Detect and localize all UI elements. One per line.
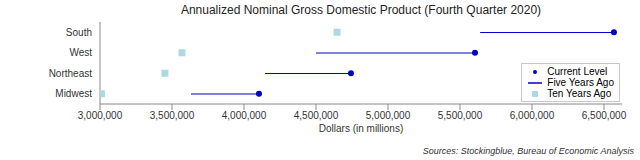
svg-text:South: South bbox=[66, 27, 92, 38]
html-text:Current Level: Current Level bbox=[547, 66, 608, 77]
svg-text:5,500,000: 5,500,000 bbox=[438, 110, 483, 121]
svg-text:Dollars (in millions): Dollars (in millions) bbox=[319, 123, 403, 134]
svg-text:6,500,000: 6,500,000 bbox=[582, 110, 627, 121]
svg-text:4,000,000: 4,000,000 bbox=[222, 110, 267, 121]
svg-text:3,000,000: 3,000,000 bbox=[78, 110, 123, 121]
svg-text:Northeast: Northeast bbox=[49, 68, 93, 79]
html-text:Five Years Ago: Five Years Ago bbox=[547, 77, 614, 88]
html-text:Ten Years Ago: Ten Years Ago bbox=[547, 88, 612, 99]
svg-text:4,500,000: 4,500,000 bbox=[294, 110, 339, 121]
svg-text:6,000,000: 6,000,000 bbox=[510, 110, 555, 121]
html-text:Sources: Stockingblue, Bureau: Sources: Stockingblue, Bureau of Economi… bbox=[422, 146, 634, 156]
svg-text:3,500,000: 3,500,000 bbox=[150, 110, 195, 121]
svg-text:West: West bbox=[69, 47, 92, 58]
html-text:Annualized Nominal Gross Domes: Annualized Nominal Gross Domestic Produc… bbox=[180, 3, 542, 17]
svg-text:Midwest: Midwest bbox=[55, 88, 92, 99]
svg-text:5,000,000: 5,000,000 bbox=[366, 110, 411, 121]
